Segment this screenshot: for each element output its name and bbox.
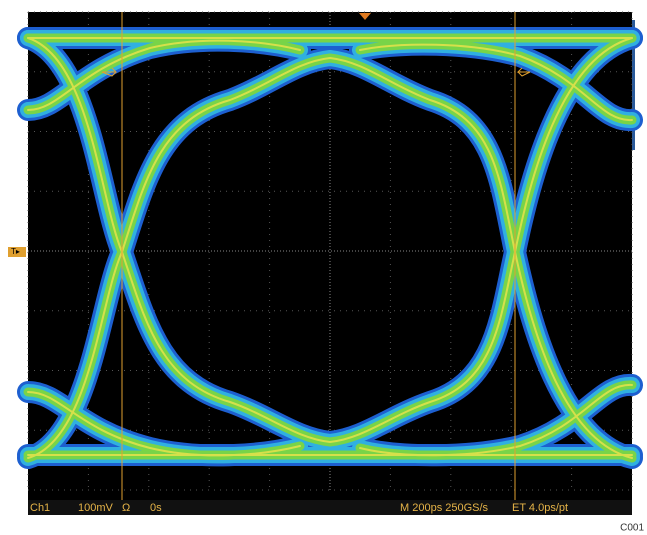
scrollbar [632,20,635,150]
eye-trace [27,56,633,459]
channel: Ch1 [30,502,50,514]
cursor-arrow [101,67,118,77]
volts-per-div: 100mV [78,502,114,514]
eye-trace [27,37,633,444]
coupling: Ω [122,502,130,514]
horizontal-setting: M 200ps 250GS/s [400,502,489,514]
eye-diagram [17,27,643,469]
trigger-icon: T▸ [11,247,20,256]
eye-trace [359,383,633,457]
sampling: ET 4.0ps/pt [512,502,568,514]
trigger-level-marker [8,247,26,257]
eye-trace [27,391,301,457]
eye-trace [27,39,301,111]
position: 0s [150,502,162,514]
figure-id: C001 [620,523,644,534]
cursor-arrow [516,67,531,77]
cursors [121,12,516,500]
status-bar [28,500,632,515]
eye-trace [359,43,633,122]
trigger-position-marker [359,13,371,20]
